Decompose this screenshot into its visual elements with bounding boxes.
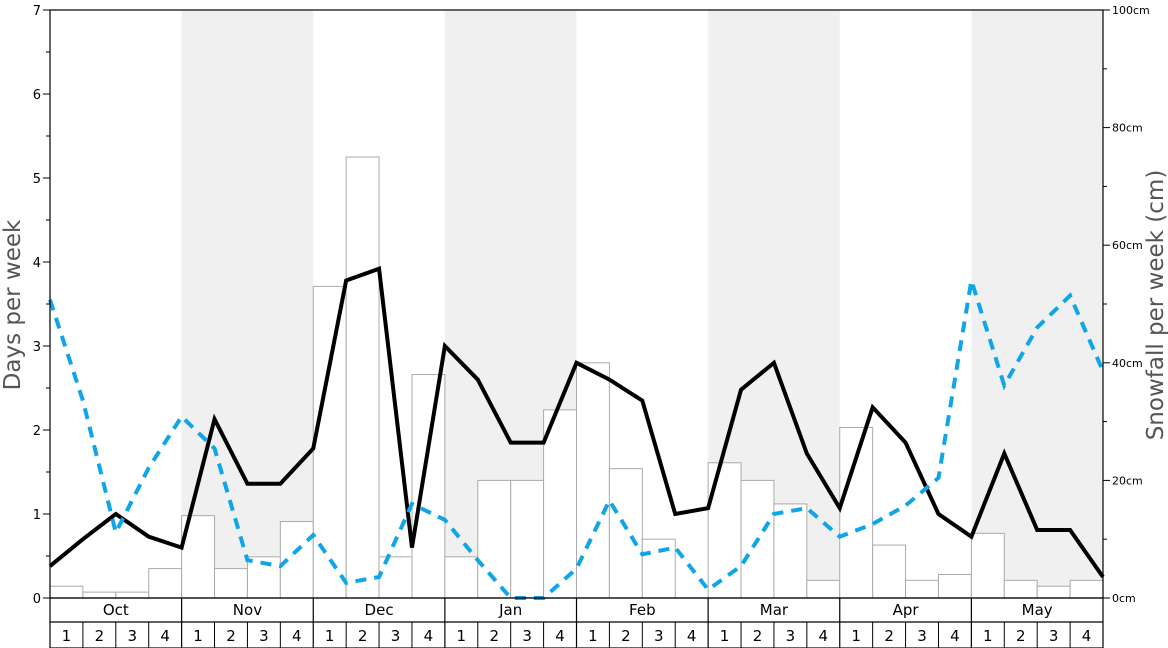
left-axis-title: Days per week [0, 219, 26, 390]
snowfall-bar [511, 480, 544, 598]
snowfall-bar [906, 580, 939, 598]
month-label: Feb [629, 601, 656, 619]
right-tick-label: 60cm [1112, 239, 1143, 252]
week-label: 2 [358, 627, 368, 645]
week-label: 4 [819, 627, 829, 645]
snowfall-bar [313, 286, 346, 598]
week-label: 4 [424, 627, 434, 645]
month-label: Mar [760, 601, 789, 619]
week-label: 1 [588, 627, 598, 645]
week-label: 4 [292, 627, 302, 645]
month-label: Oct [103, 601, 129, 619]
snowfall-bar [149, 569, 182, 598]
left-tick-label: 2 [33, 424, 41, 439]
snowfall-bar [1004, 580, 1037, 598]
left-tick-label: 0 [33, 592, 41, 607]
snowfall-bar [544, 410, 577, 598]
week-label: 4 [950, 627, 960, 645]
week-label: 3 [391, 627, 401, 645]
snowfall-bar [116, 592, 149, 598]
snowfall-bar [445, 557, 478, 598]
shade-nov [182, 10, 314, 598]
right-tick-label: 100cm [1112, 4, 1150, 17]
week-label: 4 [555, 627, 565, 645]
week-label: 2 [95, 627, 105, 645]
week-label: 1 [851, 627, 861, 645]
right-tick-label: 20cm [1112, 474, 1143, 487]
left-tick-label: 1 [33, 508, 41, 523]
week-label: 2 [753, 627, 763, 645]
week-label: 3 [127, 627, 137, 645]
week-label: 3 [1049, 627, 1059, 645]
left-tick-label: 7 [33, 4, 41, 19]
week-label: 4 [160, 627, 170, 645]
month-label: Jan [498, 601, 522, 619]
snowfall-bar [83, 592, 116, 598]
snowfall-bar [346, 157, 379, 598]
week-label: 1 [62, 627, 72, 645]
left-tick-label: 6 [33, 88, 41, 103]
shade-may [971, 10, 1103, 598]
snowfall-bar [1037, 586, 1070, 598]
week-label: 1 [193, 627, 203, 645]
week-label: 1 [983, 627, 993, 645]
month-label: May [1022, 601, 1053, 619]
bottom-axis: Oct 1 2 3 4 Nov 1 2 3 4 Dec 1 2 3 4 Jan 1 2 3 4 Feb 1 2 3 4 Mar 1 2… [50, 598, 1103, 648]
week-label: 3 [522, 627, 532, 645]
week-label: 3 [259, 627, 269, 645]
week-label: 1 [325, 627, 335, 645]
snowfall-bar [971, 533, 1004, 598]
week-label: 3 [786, 627, 796, 645]
week-label: 1 [457, 627, 467, 645]
snowfall-bar [774, 504, 807, 598]
month-label: Apr [893, 601, 920, 619]
week-label: 4 [1082, 627, 1092, 645]
month-label: Dec [365, 601, 394, 619]
month-label: Nov [233, 601, 262, 619]
snowfall-bar [50, 586, 83, 598]
snowfall-bar [642, 539, 675, 598]
snowfall-bar [609, 469, 642, 598]
week-label: 2 [489, 627, 499, 645]
right-tick-label: 80cm [1112, 122, 1143, 135]
snowfall-bar [1070, 580, 1103, 598]
snowfall-bar [215, 569, 248, 598]
week-label: 1 [720, 627, 730, 645]
right-tick-label: 40cm [1112, 357, 1143, 370]
left-tick-label: 3 [33, 340, 41, 355]
week-label: 2 [1016, 627, 1026, 645]
left-axis: 0 1 2 3 4 5 6 7 [33, 4, 50, 607]
week-label: 2 [226, 627, 236, 645]
snowfall-bar [412, 375, 445, 598]
week-label: 3 [654, 627, 664, 645]
right-axis-title: Snowfall per week (cm) [1143, 170, 1168, 441]
week-label: 3 [917, 627, 927, 645]
snowfall-bar [938, 574, 971, 598]
right-tick-label: 0cm [1112, 592, 1136, 605]
week-label: 4 [687, 627, 697, 645]
snowfall-bar [807, 580, 840, 598]
week-label: 2 [884, 627, 894, 645]
week-label: 2 [621, 627, 631, 645]
snowfall-bar [873, 545, 906, 598]
left-tick-label: 5 [33, 172, 41, 187]
left-tick-label: 4 [33, 256, 41, 271]
